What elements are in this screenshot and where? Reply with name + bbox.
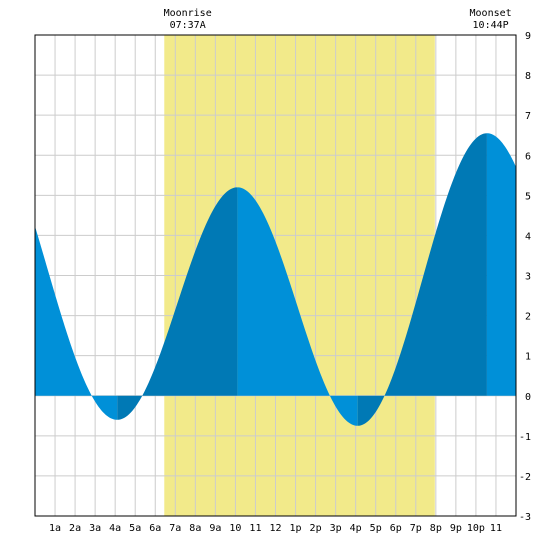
x-tick-label: 6a xyxy=(149,523,161,534)
y-tick-label: 3 xyxy=(525,272,531,283)
x-tick-label: 5a xyxy=(129,523,141,534)
x-tick-label: 9a xyxy=(209,523,221,534)
y-tick-label: 7 xyxy=(525,111,531,122)
x-tick-label: 12 xyxy=(269,523,281,534)
tide-area-falling xyxy=(237,187,358,426)
y-tick-label: -3 xyxy=(519,512,531,523)
tide-layer xyxy=(35,133,516,426)
tide-area-falling xyxy=(35,226,118,420)
moonrise-time: 07:37A xyxy=(170,20,206,31)
x-tick-label: 3a xyxy=(89,523,101,534)
tide-area-rising xyxy=(357,133,487,426)
y-tick-label: 5 xyxy=(525,191,531,202)
x-tick-label: 10p xyxy=(467,523,485,534)
y-tick-label: -1 xyxy=(519,432,531,443)
moonset-title: Moonset xyxy=(470,8,512,19)
moonrise-title: Moonrise xyxy=(164,8,212,19)
x-tick-label: 1p xyxy=(290,523,302,534)
label-layer: Moonrise 07:37A Moonset 10:44P 1a 2a 3a 4a 5… xyxy=(49,8,531,534)
plot-frame xyxy=(34,34,517,517)
x-tick-label: 4a xyxy=(109,523,121,534)
x-tick-label: 1a xyxy=(49,523,61,534)
x-tick-label: 2a xyxy=(69,523,81,534)
x-tick-label: 9p xyxy=(450,523,462,534)
x-tick-label: 11 xyxy=(490,523,502,534)
x-tick-label: 6p xyxy=(390,523,402,534)
x-tick-label: 4p xyxy=(350,523,362,534)
y-tick-label: 4 xyxy=(525,231,531,242)
x-tick-label: 2p xyxy=(310,523,322,534)
x-tick-label: 7a xyxy=(169,523,181,534)
x-tick-label: 5p xyxy=(370,523,382,534)
moonset-time: 10:44P xyxy=(473,20,509,31)
y-tick-label: 6 xyxy=(525,151,531,162)
y-tick-label: 8 xyxy=(525,71,531,82)
y-tick-label: -2 xyxy=(519,472,531,483)
tide-area-rising xyxy=(117,187,238,420)
x-tick-label: 3p xyxy=(330,523,342,534)
x-tick-label: 8p xyxy=(430,523,442,534)
tide-area-falling xyxy=(486,133,516,396)
x-tick-label: 11 xyxy=(249,523,261,534)
x-tick-label: 7p xyxy=(410,523,422,534)
y-tick-label: 2 xyxy=(525,312,531,323)
y-tick-label: 1 xyxy=(525,352,531,363)
y-tick-label: 0 xyxy=(525,392,531,403)
y-tick-label: 9 xyxy=(525,31,531,42)
frame-layer xyxy=(34,34,517,517)
x-tick-label: 10 xyxy=(229,523,241,534)
x-tick-label: 8a xyxy=(189,523,201,534)
